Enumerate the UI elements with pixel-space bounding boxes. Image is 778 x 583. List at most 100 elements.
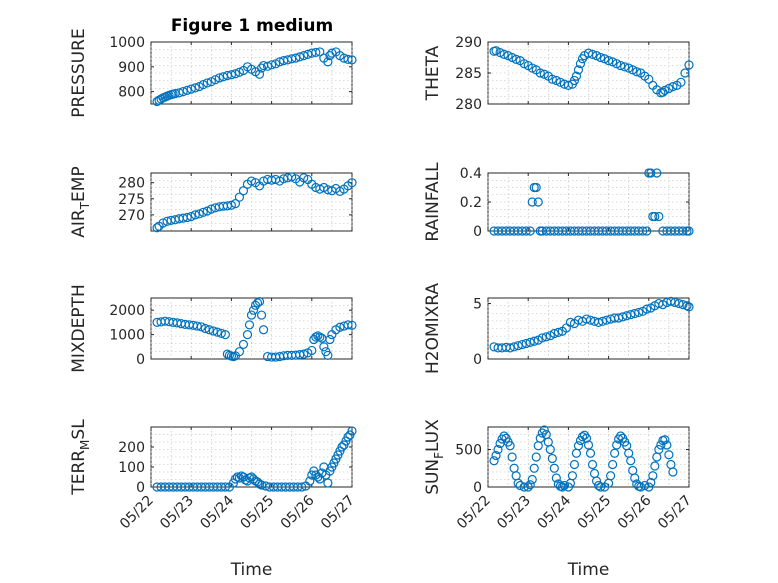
data-point <box>246 176 257 186</box>
data-point <box>196 322 206 332</box>
data-point <box>684 302 694 312</box>
data-point <box>299 51 309 61</box>
data-point <box>505 441 515 451</box>
data-point <box>608 459 618 470</box>
data-point <box>523 482 533 492</box>
y-axis-label: SUNFLUX <box>423 419 446 495</box>
data-point <box>327 48 337 58</box>
y-tick-label: 285 <box>455 66 482 82</box>
data-point <box>517 339 527 350</box>
data-point <box>587 49 598 60</box>
y-tick-label: 100 <box>118 460 145 476</box>
data-point <box>569 75 580 86</box>
data-point <box>603 55 614 66</box>
data-point <box>262 61 273 71</box>
y-tick-label: 0 <box>136 352 145 368</box>
y-tick-label: 200 <box>118 440 145 456</box>
data-point <box>593 317 604 327</box>
data-point <box>678 226 688 236</box>
data-point <box>634 307 644 318</box>
data-point <box>186 211 196 222</box>
data-point <box>347 320 357 330</box>
data-point <box>585 448 596 458</box>
data-point <box>244 320 255 330</box>
x-axis-label: Time <box>230 560 273 580</box>
data-point <box>642 226 652 236</box>
data-point <box>525 480 535 490</box>
data-point <box>616 60 626 71</box>
data-point <box>198 207 208 217</box>
data-point <box>499 49 509 60</box>
x-tick-label: 05/24 <box>534 492 574 532</box>
data-point <box>668 467 678 477</box>
subplot-2: 280 285 290 THETA <box>423 35 694 113</box>
data-point <box>597 316 608 326</box>
data-point <box>648 471 658 481</box>
y-axis-label-sub: M <box>78 440 92 450</box>
y-axis-label: MIXDEPTH <box>69 284 89 373</box>
data-point <box>682 301 692 311</box>
data-point <box>190 210 200 220</box>
data-point <box>573 65 584 75</box>
data-point <box>652 168 662 178</box>
data-point <box>531 452 541 462</box>
subplot-8: 0 500 05/22 05/23 05/24 05/25 05/26 05/27 SUNFLU… <box>423 419 695 580</box>
data-point <box>553 327 563 337</box>
data-point <box>646 168 656 178</box>
data-point <box>194 209 204 219</box>
data-point <box>527 474 537 485</box>
data-point <box>204 325 214 335</box>
data-point <box>230 69 241 79</box>
data-point <box>547 453 557 464</box>
data-point <box>226 70 236 80</box>
data-point <box>347 426 357 436</box>
data-point <box>158 218 168 228</box>
x-tick-label: 05/25 <box>575 493 615 533</box>
data-point <box>299 349 309 359</box>
data-point <box>246 310 257 320</box>
y-tick-label: 275 <box>118 192 145 208</box>
data-point <box>529 463 539 473</box>
data-point <box>654 444 664 455</box>
data-point <box>670 297 680 308</box>
y-axis-label-sub: T <box>78 201 92 210</box>
data-point <box>519 482 529 492</box>
data-point <box>258 325 269 335</box>
data-point <box>186 84 196 94</box>
data-point <box>214 73 224 83</box>
data-point <box>620 62 630 72</box>
data-point <box>254 69 265 79</box>
data-point <box>541 332 551 342</box>
y-axis-label-main: AIR <box>69 209 89 238</box>
data-point <box>252 298 263 308</box>
data-point <box>571 71 582 81</box>
data-point <box>198 80 208 90</box>
data-point <box>551 473 561 483</box>
data-point <box>242 330 253 340</box>
data-point <box>256 63 267 73</box>
y-axis-label: THETA <box>423 45 443 101</box>
data-point <box>343 320 353 330</box>
data-point <box>601 315 612 325</box>
y-tick-label: 900 <box>118 60 145 76</box>
data-point <box>182 212 192 223</box>
data-point <box>618 312 628 322</box>
data-point <box>559 480 569 491</box>
y-tick-label: 270 <box>118 208 145 224</box>
data-point <box>666 296 676 306</box>
figure-title: Figure 1 medium <box>171 16 333 36</box>
data-point <box>299 173 309 183</box>
data-point <box>323 350 333 360</box>
data-point <box>521 338 531 349</box>
data-point <box>297 482 307 492</box>
subplot-1: 800 900 1000 PRESSURE <box>69 28 357 118</box>
data-point <box>311 332 321 342</box>
data-point <box>533 197 543 207</box>
data-point <box>295 52 305 62</box>
data-point <box>216 328 226 338</box>
x-tick-label: 05/23 <box>494 493 534 533</box>
data-point <box>664 450 674 460</box>
data-point <box>307 345 317 356</box>
y-axis-label-main: SUN <box>423 459 443 495</box>
data-point <box>614 313 624 323</box>
